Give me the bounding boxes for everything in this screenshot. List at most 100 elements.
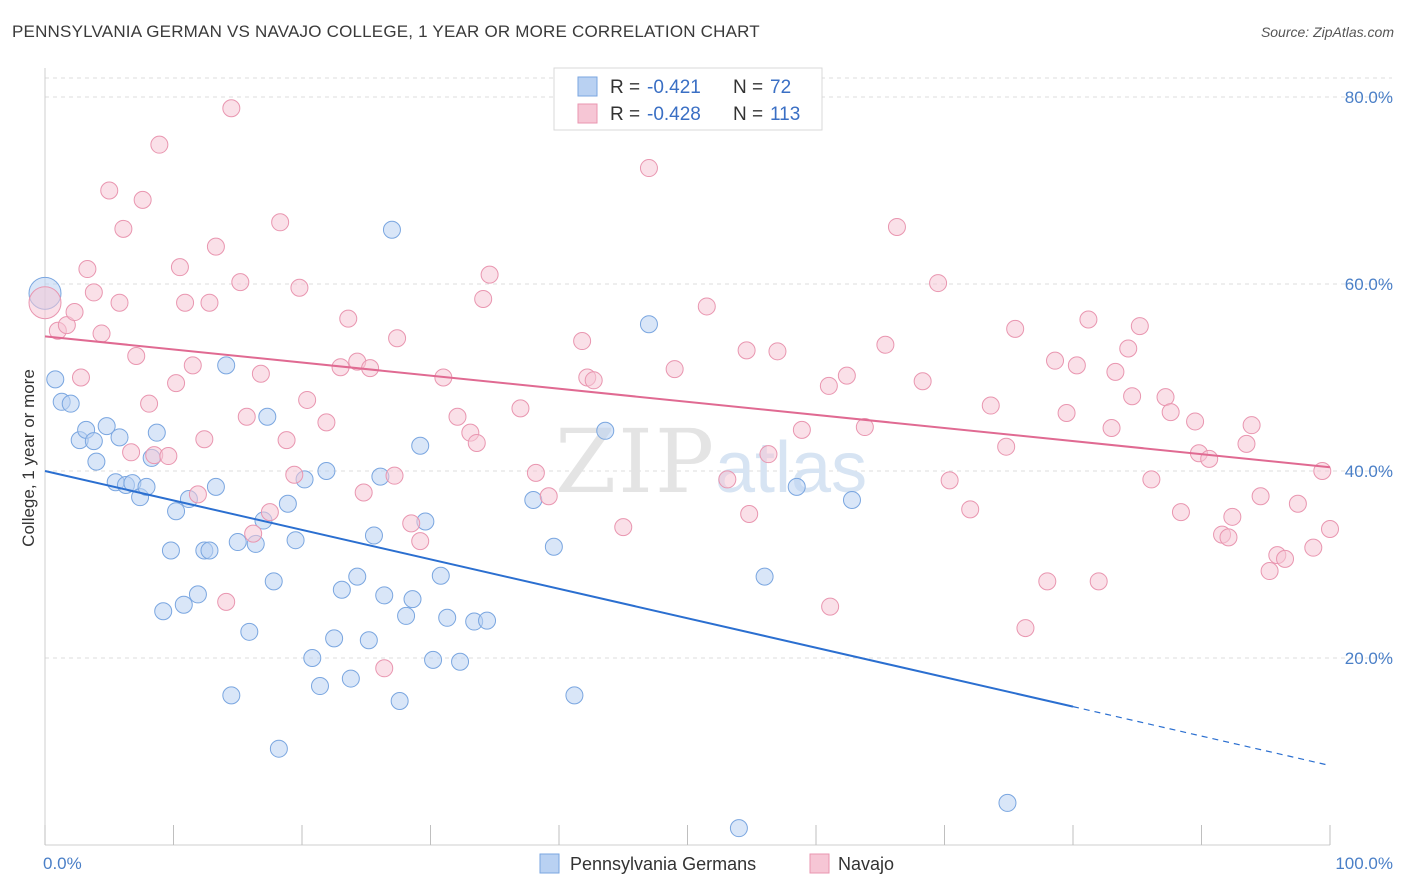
navajo-point xyxy=(837,366,856,385)
navajo-point xyxy=(718,470,737,489)
x-tick-label: 0.0% xyxy=(43,854,82,873)
pennsylvania-german-point xyxy=(596,421,615,440)
pennsylvania-german-point xyxy=(341,669,360,688)
pennsylvania-german-point xyxy=(544,537,563,556)
legend-r-value: -0.421 xyxy=(647,77,701,98)
pennsylvania-german-point xyxy=(188,585,207,604)
pennsylvania-german-point xyxy=(325,629,344,648)
navajo-point xyxy=(71,368,90,387)
navajo-point xyxy=(1106,362,1125,381)
navajo-point xyxy=(639,159,658,178)
pennsylvania-german-point xyxy=(755,567,774,586)
y-tick-label: 40.0% xyxy=(1345,462,1393,481)
navajo-point xyxy=(195,430,214,449)
navajo-point xyxy=(100,181,119,200)
navajo-point xyxy=(981,396,1000,415)
pennsylvania-german-point xyxy=(278,494,297,513)
chart-title: PENNSYLVANIA GERMAN VS NAVAJO COLLEGE, 1… xyxy=(12,22,760,41)
navajo-point xyxy=(1237,434,1256,453)
navajo-point xyxy=(1130,317,1149,336)
pennsylvania-german-point xyxy=(97,417,116,436)
navajo-point xyxy=(298,390,317,409)
navajo-point xyxy=(1171,503,1190,522)
pennsylvania-german-point xyxy=(310,677,329,696)
navajo-point xyxy=(285,465,304,484)
legend-n-value: 113 xyxy=(770,104,800,125)
pennsylvania-german-point xyxy=(258,407,277,426)
navajo-point xyxy=(1046,351,1065,370)
pennsylvania-german-point xyxy=(424,650,443,669)
navajo-point xyxy=(1276,549,1295,568)
pennsylvania-german-point xyxy=(240,622,259,641)
navajo-point xyxy=(573,332,592,351)
pennsylvania-german-point xyxy=(269,739,288,758)
legend-n-label: N = xyxy=(733,77,763,98)
pennsylvania-german-point xyxy=(46,370,65,389)
navajo-point xyxy=(317,413,336,432)
pennsylvania-german-point xyxy=(317,462,336,480)
navajo-point xyxy=(217,592,236,611)
navajo-point xyxy=(1219,528,1238,547)
navajo-point xyxy=(961,500,980,519)
navajo-point xyxy=(1038,572,1057,591)
navajo-point xyxy=(231,273,250,292)
bottom-legend-label-pennsylvania-german: Pennsylvania Germans xyxy=(570,854,756,874)
navajo-point xyxy=(133,190,152,209)
navajo-point xyxy=(114,219,133,238)
navajo-point xyxy=(260,503,279,522)
pennsylvania-german-point xyxy=(382,220,401,239)
navajo-point xyxy=(271,213,290,232)
navajo-point xyxy=(448,407,467,426)
pennsylvania-german-point xyxy=(167,502,186,521)
navajo-point xyxy=(110,293,129,312)
navajo-point xyxy=(127,346,146,365)
pennsylvania-german-point xyxy=(84,432,103,451)
pennsylvania-german-point xyxy=(787,477,806,496)
navajo-point xyxy=(740,505,759,524)
navajo-point xyxy=(821,597,840,616)
navajo-point xyxy=(1251,487,1270,506)
navajo-point xyxy=(887,217,906,236)
navajo-point xyxy=(150,135,169,154)
navajo-point xyxy=(290,278,309,297)
navajo-point xyxy=(339,309,358,328)
pennsylvania-german-point xyxy=(364,526,383,545)
pennsylvania-german-point xyxy=(524,490,543,509)
pennsylvania-german-point xyxy=(137,477,156,496)
legend-n-label: N = xyxy=(733,104,763,125)
navajo-point xyxy=(92,324,111,343)
bottom-legend-label-navajo: Navajo xyxy=(838,854,894,874)
navajo-point xyxy=(1186,412,1205,431)
navajo-point xyxy=(1321,519,1339,538)
y-axis-label: College, 1 year or more xyxy=(19,369,38,547)
navajo-point xyxy=(84,283,103,302)
navajo-point xyxy=(1016,619,1035,638)
pennsylvania-german-point xyxy=(359,631,378,650)
navajo-point xyxy=(200,293,219,312)
navajo-point xyxy=(876,335,895,354)
legend-swatch-pennsylvania-german xyxy=(577,76,598,97)
pennsylvania-german-point xyxy=(842,490,861,509)
navajo-point xyxy=(539,487,558,506)
watermark-zip: ZIP xyxy=(555,410,716,513)
y-tick-label: 20.0% xyxy=(1345,649,1393,668)
pennsylvania-german-point xyxy=(431,566,450,585)
navajo-point xyxy=(1119,339,1138,358)
navajo-point xyxy=(1057,404,1076,423)
navajo-point xyxy=(1161,403,1180,422)
navajo-point xyxy=(1288,494,1307,513)
navajo-point xyxy=(28,286,62,320)
pennsylvania-german-trendline xyxy=(44,470,1074,708)
legend-r-value: -0.428 xyxy=(647,104,701,125)
pennsylvania-german-point xyxy=(565,686,584,705)
navajo-point xyxy=(244,524,263,543)
legend-r-label: R = xyxy=(610,77,640,98)
navajo-point xyxy=(277,431,296,450)
navajo-point xyxy=(1142,470,1161,489)
navajo-point xyxy=(65,303,84,322)
navajo-trendline xyxy=(44,335,1331,469)
x-tick-label: 100.0% xyxy=(1335,854,1393,873)
navajo-point xyxy=(159,447,178,466)
pennsylvania-german-point xyxy=(61,394,80,413)
navajo-point xyxy=(940,471,959,490)
